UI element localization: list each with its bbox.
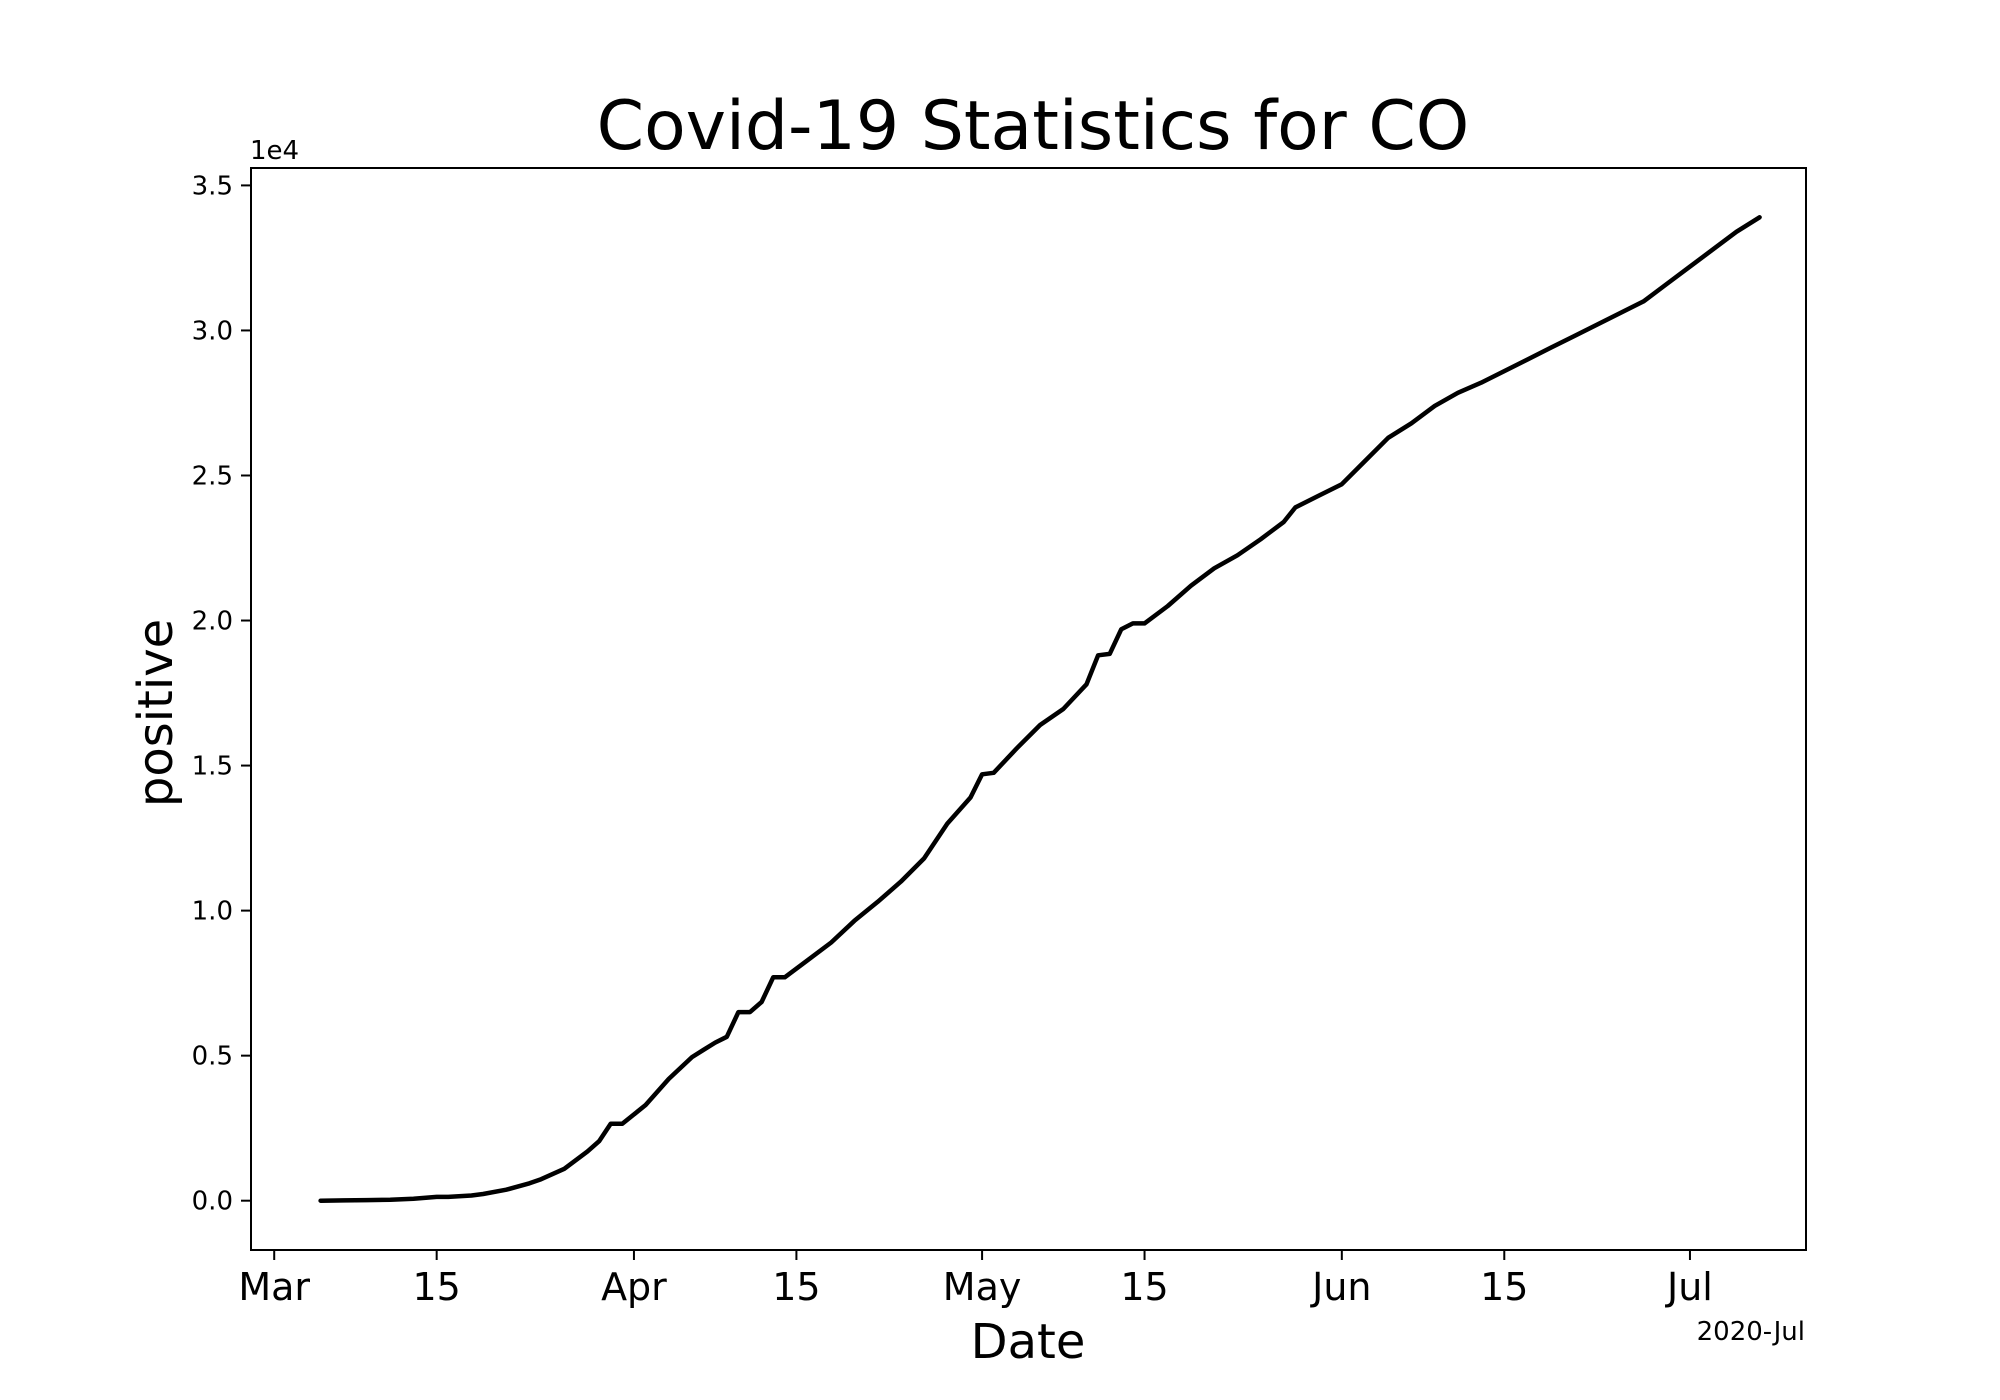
x-tick-label: Mar (238, 1265, 310, 1309)
x-tick-label: 15 (772, 1265, 820, 1309)
y-tick-label: 1.0 (192, 897, 233, 927)
x-tick-label: May (943, 1265, 1022, 1309)
y-offset-label: 1e4 (250, 136, 299, 166)
tick-layer: Mar 15 Apr 15 May 15 Jun 15 Jul 0.0 0.5 1.0 1.5 2.0 2.… (192, 171, 1713, 1309)
plot-frame (250, 167, 1807, 1251)
y-axis-label: positive (128, 619, 184, 807)
y-tick-label: 2.5 (192, 461, 233, 491)
x-tick-label: Jun (1310, 1265, 1371, 1309)
x-tick-label: 15 (1480, 1265, 1528, 1309)
series-line (318, 215, 1762, 1203)
y-tick-label: 2.0 (192, 607, 233, 637)
y-tick-label: 3.0 (192, 316, 233, 346)
x-tick-label: 15 (1120, 1265, 1168, 1309)
y-tick-label: 1.5 (192, 752, 233, 782)
x-offset-label: 2020-Jul (1697, 1317, 1805, 1347)
y-tick-label: 0.5 (192, 1042, 233, 1072)
x-axis-label: Date (971, 1314, 1086, 1370)
x-tick-label: Apr (601, 1265, 667, 1309)
y-tick-label: 3.5 (192, 171, 233, 201)
chart-title: Covid-19 Statistics for CO (597, 87, 1470, 166)
y-tick-label: 0.0 (192, 1187, 233, 1217)
x-tick-label: 15 (412, 1265, 460, 1309)
x-tick-label: Jul (1665, 1265, 1713, 1309)
